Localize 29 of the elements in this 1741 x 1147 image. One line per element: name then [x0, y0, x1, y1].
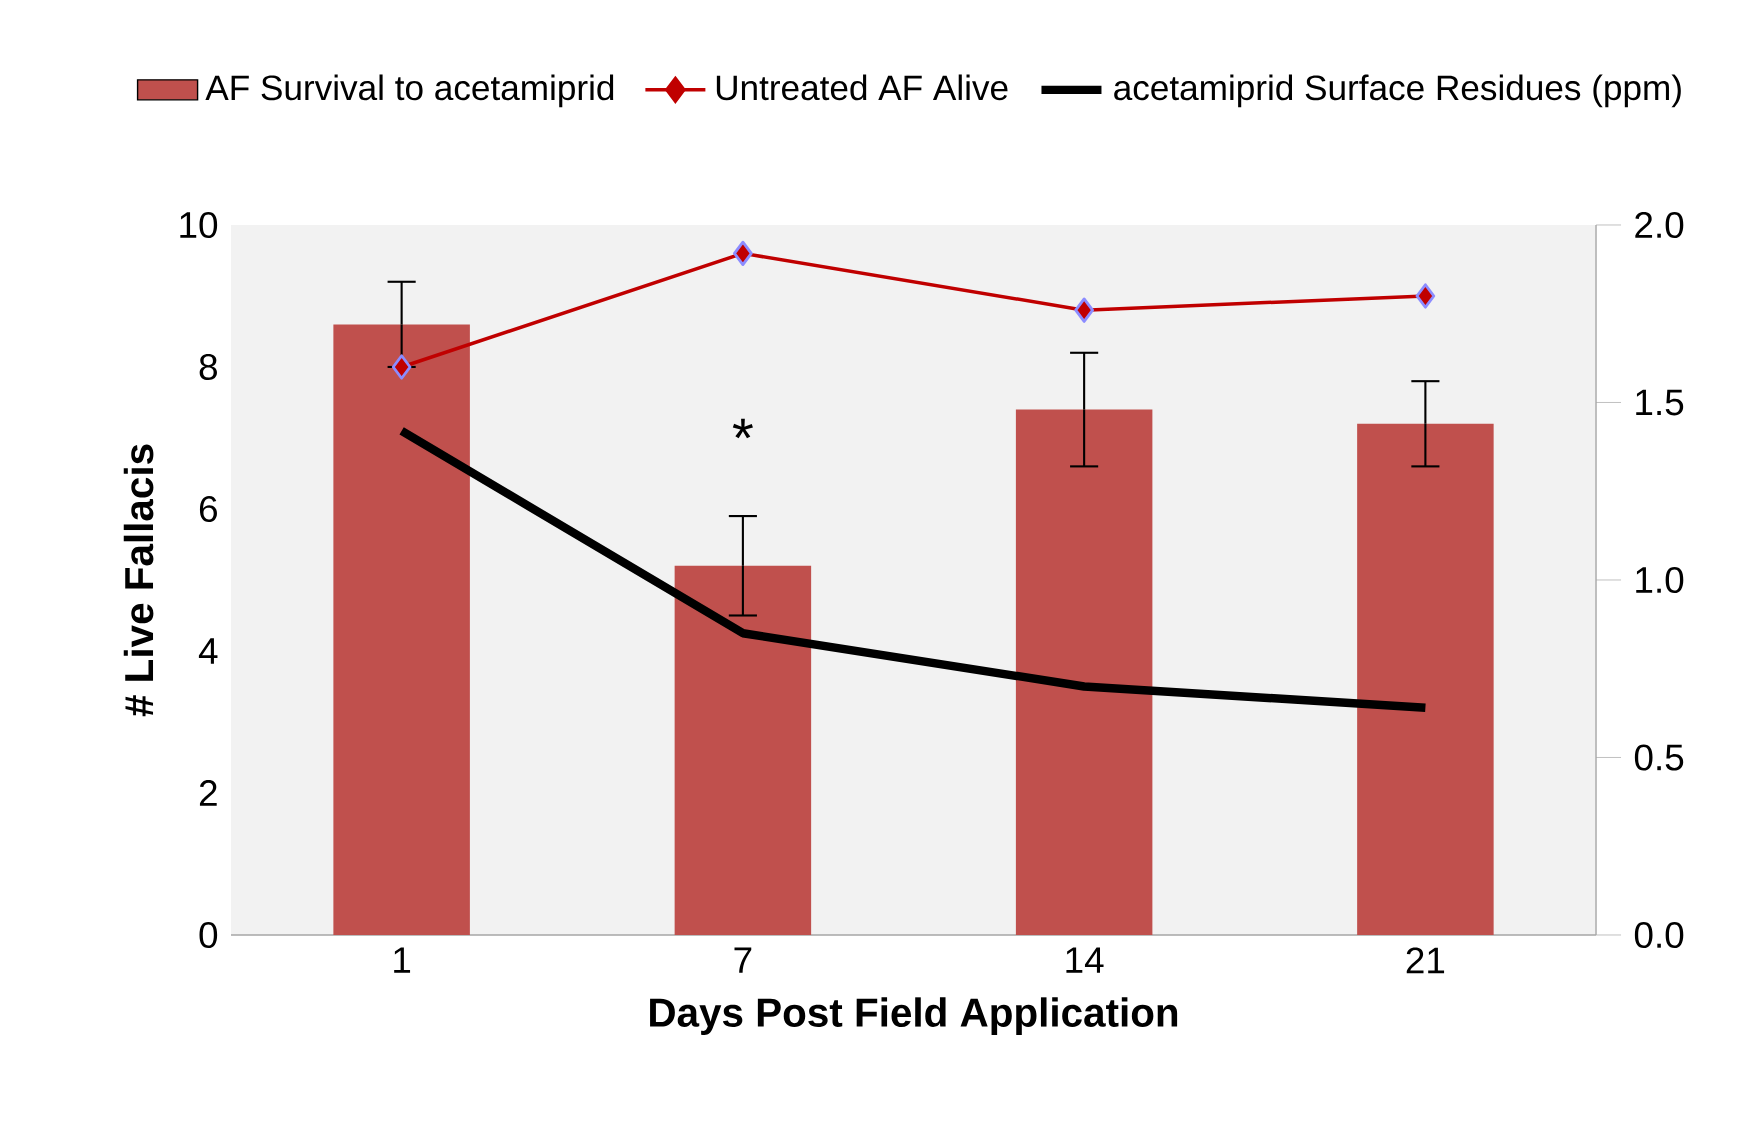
legend-label: Untreated AF Alive	[716, 74, 1008, 101]
y2-tick-label: 1.5	[1636, 389, 1684, 416]
legend-label: AF Survival to acetamiprid	[205, 74, 614, 108]
y-tick-label: 4	[198, 638, 218, 664]
point	[1415, 283, 1436, 309]
point	[391, 354, 412, 380]
x-tick-label: 7	[734, 947, 752, 973]
bar	[1015, 409, 1153, 935]
y-tick-label: 8	[199, 353, 217, 381]
y-tick-label: 6	[199, 495, 217, 523]
x-tick-label: 14	[1066, 947, 1104, 973]
y2-tick-label: 0.5	[1634, 744, 1684, 771]
point	[733, 240, 753, 267]
y-axis-title: # Live Fallacis	[123, 444, 154, 717]
y2-tick-label: 0.0	[1634, 921, 1684, 949]
y-tick-label: 10	[180, 211, 218, 239]
point	[1074, 297, 1094, 323]
y-tick-label: 0	[199, 921, 218, 949]
y2-tick-label: 2.0	[1635, 211, 1684, 239]
bar	[674, 565, 812, 935]
bar	[333, 324, 470, 935]
x-tick-label: 21	[1406, 947, 1445, 974]
y2-tick-label: 1.0	[1636, 566, 1684, 594]
x-axis-title: Days Post Field Application	[650, 997, 1178, 1035]
x-tick-label: 1	[394, 947, 411, 973]
y-tick-label: 2	[199, 780, 217, 806]
legend-label: acetamiprid Surface Residues (ppm)	[1114, 74, 1681, 108]
bar	[1357, 423, 1494, 935]
annotation: *	[732, 418, 753, 439]
